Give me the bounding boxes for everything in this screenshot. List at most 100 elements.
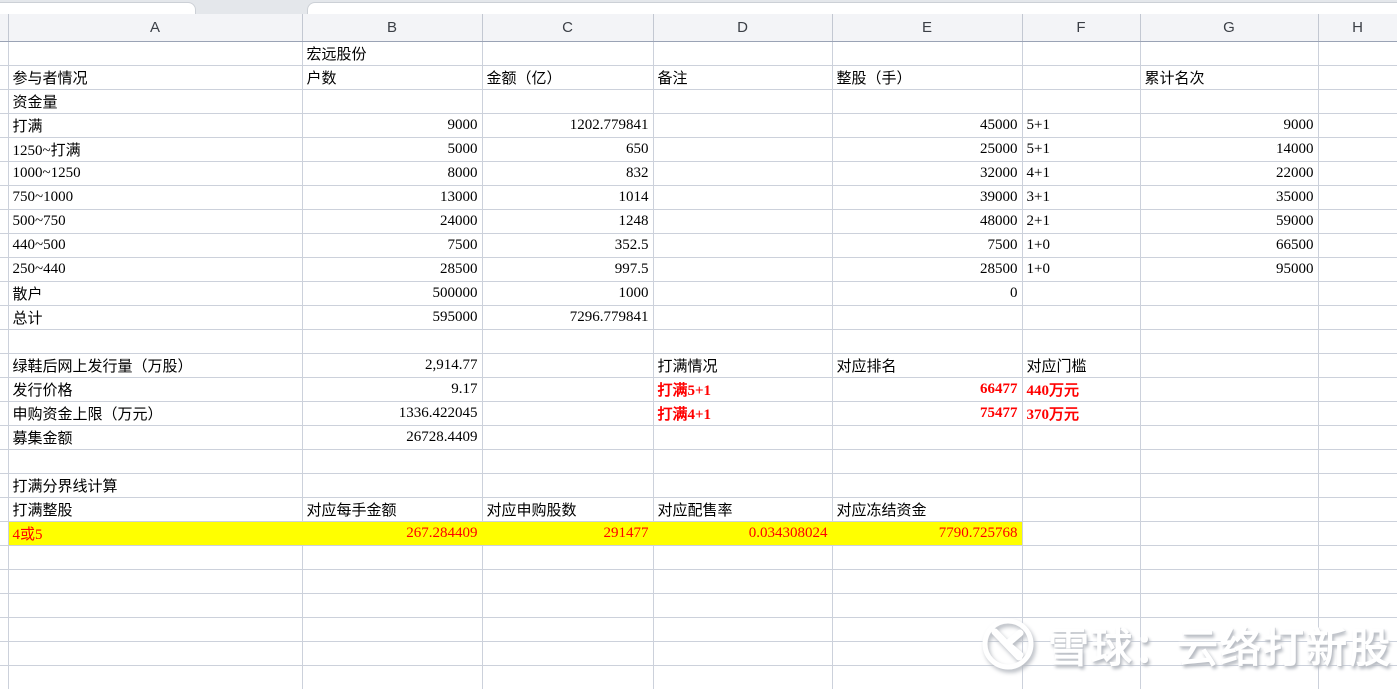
- cell-E6[interactable]: 32000: [832, 161, 1023, 186]
- cell-A14[interactable]: 绿鞋后网上发行量（万股）: [8, 353, 303, 378]
- cell-A7[interactable]: 750~1000: [8, 185, 303, 210]
- cell-G9[interactable]: 66500: [1140, 233, 1319, 258]
- cell-H6[interactable]: [1318, 161, 1397, 186]
- cell-E7[interactable]: 39000: [832, 185, 1023, 210]
- cell-E12[interactable]: [832, 305, 1023, 330]
- cell-E5[interactable]: 25000: [832, 137, 1023, 162]
- cell-G7[interactable]: 35000: [1140, 185, 1319, 210]
- cell-E20[interactable]: 对应冻结资金: [832, 497, 1023, 522]
- cell-H21[interactable]: [1318, 521, 1397, 546]
- cell-A21[interactable]: 4或5: [8, 521, 303, 546]
- cell-B4[interactable]: 9000: [302, 113, 483, 138]
- cell-C19[interactable]: [482, 473, 654, 498]
- cell-H16[interactable]: [1318, 401, 1397, 426]
- row-stub-17[interactable]: [0, 425, 9, 450]
- row-stub-25[interactable]: [0, 617, 9, 642]
- cell-G21[interactable]: [1140, 521, 1319, 546]
- cell-C11[interactable]: 1000: [482, 281, 654, 306]
- cell-F23[interactable]: [1022, 569, 1141, 594]
- cell-D9[interactable]: [653, 233, 833, 258]
- cell-B21[interactable]: 267.284409: [302, 521, 483, 546]
- cell-A12[interactable]: 总计: [8, 305, 303, 330]
- cell-A13[interactable]: [8, 329, 303, 354]
- cell-G16[interactable]: [1140, 401, 1319, 426]
- cell-B27[interactable]: [302, 665, 483, 689]
- cell-D14[interactable]: 打满情况: [653, 353, 833, 378]
- row-stub-23[interactable]: [0, 569, 9, 594]
- column-header-E[interactable]: E: [832, 14, 1023, 42]
- cell-B2[interactable]: 户数: [302, 65, 483, 90]
- cell-A11[interactable]: 散户: [8, 281, 303, 306]
- row-stub-2[interactable]: [0, 65, 9, 90]
- row-header-stub[interactable]: [0, 14, 9, 42]
- cell-C4[interactable]: 1202.779841: [482, 113, 654, 138]
- cell-G17[interactable]: [1140, 425, 1319, 450]
- column-header-F[interactable]: F: [1022, 14, 1141, 42]
- cell-H20[interactable]: [1318, 497, 1397, 522]
- cell-G22[interactable]: [1140, 545, 1319, 570]
- cell-G24[interactable]: [1140, 593, 1319, 618]
- cell-H22[interactable]: [1318, 545, 1397, 570]
- cell-A15[interactable]: 发行价格: [8, 377, 303, 402]
- row-stub-13[interactable]: [0, 329, 9, 354]
- cell-A19[interactable]: 打满分界线计算: [8, 473, 303, 498]
- cell-A3[interactable]: 资金量: [8, 89, 303, 114]
- cell-A26[interactable]: [8, 641, 303, 666]
- cell-E21[interactable]: 7790.725768: [832, 521, 1023, 546]
- cell-D22[interactable]: [653, 545, 833, 570]
- cell-E17[interactable]: [832, 425, 1023, 450]
- cell-H7[interactable]: [1318, 185, 1397, 210]
- cell-G26[interactable]: [1140, 641, 1319, 666]
- cell-F25[interactable]: [1022, 617, 1141, 642]
- cell-G20[interactable]: [1140, 497, 1319, 522]
- cell-G1[interactable]: [1140, 41, 1319, 66]
- cell-F8[interactable]: 2+1: [1022, 209, 1141, 234]
- cell-F9[interactable]: 1+0: [1022, 233, 1141, 258]
- cell-E3[interactable]: [832, 89, 1023, 114]
- cell-C13[interactable]: [482, 329, 654, 354]
- cell-E13[interactable]: [832, 329, 1023, 354]
- cell-H18[interactable]: [1318, 449, 1397, 474]
- cell-E14[interactable]: 对应排名: [832, 353, 1023, 378]
- cell-E22[interactable]: [832, 545, 1023, 570]
- cell-B16[interactable]: 1336.422045: [302, 401, 483, 426]
- cell-F7[interactable]: 3+1: [1022, 185, 1141, 210]
- cell-H23[interactable]: [1318, 569, 1397, 594]
- cell-A10[interactable]: 250~440: [8, 257, 303, 282]
- cell-E15[interactable]: 66477: [832, 377, 1023, 402]
- cell-F11[interactable]: [1022, 281, 1141, 306]
- cell-B17[interactable]: 26728.4409: [302, 425, 483, 450]
- cell-B3[interactable]: [302, 89, 483, 114]
- cell-F24[interactable]: [1022, 593, 1141, 618]
- row-stub-16[interactable]: [0, 401, 9, 426]
- cell-A5[interactable]: 1250~打满: [8, 137, 303, 162]
- cell-C16[interactable]: [482, 401, 654, 426]
- cell-F12[interactable]: [1022, 305, 1141, 330]
- cell-C21[interactable]: 291477: [482, 521, 654, 546]
- cell-C17[interactable]: [482, 425, 654, 450]
- row-stub-26[interactable]: [0, 641, 9, 666]
- cell-F27[interactable]: [1022, 665, 1141, 689]
- cell-G5[interactable]: 14000: [1140, 137, 1319, 162]
- cell-D17[interactable]: [653, 425, 833, 450]
- cell-F18[interactable]: [1022, 449, 1141, 474]
- cell-B1[interactable]: 宏远股份: [302, 41, 483, 66]
- column-header-B[interactable]: B: [302, 14, 483, 42]
- cell-B10[interactable]: 28500: [302, 257, 483, 282]
- cell-D23[interactable]: [653, 569, 833, 594]
- row-stub-5[interactable]: [0, 137, 9, 162]
- cell-F6[interactable]: 4+1: [1022, 161, 1141, 186]
- cell-B7[interactable]: 13000: [302, 185, 483, 210]
- cell-G11[interactable]: [1140, 281, 1319, 306]
- cell-G10[interactable]: 95000: [1140, 257, 1319, 282]
- cell-H4[interactable]: [1318, 113, 1397, 138]
- cell-D7[interactable]: [653, 185, 833, 210]
- cell-H11[interactable]: [1318, 281, 1397, 306]
- cell-B8[interactable]: 24000: [302, 209, 483, 234]
- cell-A25[interactable]: [8, 617, 303, 642]
- row-stub-21[interactable]: [0, 521, 9, 546]
- cell-H14[interactable]: [1318, 353, 1397, 378]
- cell-B13[interactable]: [302, 329, 483, 354]
- cell-A16[interactable]: 申购资金上限（万元）: [8, 401, 303, 426]
- row-stub-18[interactable]: [0, 449, 9, 474]
